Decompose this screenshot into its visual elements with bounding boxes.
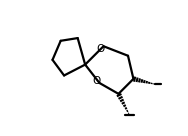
- Text: O: O: [97, 44, 105, 54]
- Text: O: O: [93, 75, 101, 86]
